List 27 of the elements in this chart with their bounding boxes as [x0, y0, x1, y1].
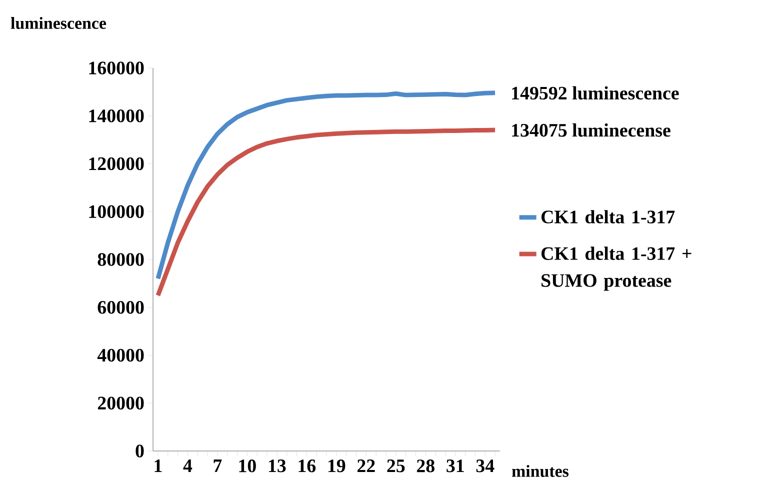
x-tick-label: 34 [476, 460, 494, 472]
y-tick-label: 60000 [98, 300, 144, 314]
y-tick-label: 100000 [89, 205, 144, 218]
x-tick-label: 13 [268, 460, 286, 472]
text: 149592 luminescence [512, 86, 679, 100]
y-tick-label: 140000 [89, 109, 144, 122]
y-tick-label: 0 [136, 444, 144, 458]
x-tick-label: 4 [183, 460, 192, 472]
x-tick-label: 7 [214, 460, 222, 472]
x-tick-label: 25 [387, 460, 405, 472]
legend-label: CK1 delta 1-317 [541, 210, 675, 224]
y-tick-label: 80000 [98, 253, 144, 266]
text: 134075 luminecense [512, 123, 670, 137]
legend-label: CK1 delta 1-317 + SUMO protease [541, 246, 692, 291]
x-tick-label: 31 [446, 460, 464, 472]
y-axis-title: luminescence [10, 17, 106, 29]
x-tick-label: 1 [154, 460, 162, 472]
y-tick-label: 20000 [98, 396, 144, 410]
x-tick-label: 22 [357, 460, 375, 472]
x-tick-label: 28 [416, 460, 434, 472]
y-tick-label: 120000 [89, 157, 144, 170]
x-tick-label: 16 [298, 460, 316, 472]
x-axis-title: minutes [512, 465, 568, 477]
y-tick-label: 40000 [97, 348, 144, 362]
x-tick-label: 10 [239, 460, 256, 472]
x-tick-label: 19 [328, 460, 346, 472]
y-tick-label: 160000 [89, 62, 144, 74]
